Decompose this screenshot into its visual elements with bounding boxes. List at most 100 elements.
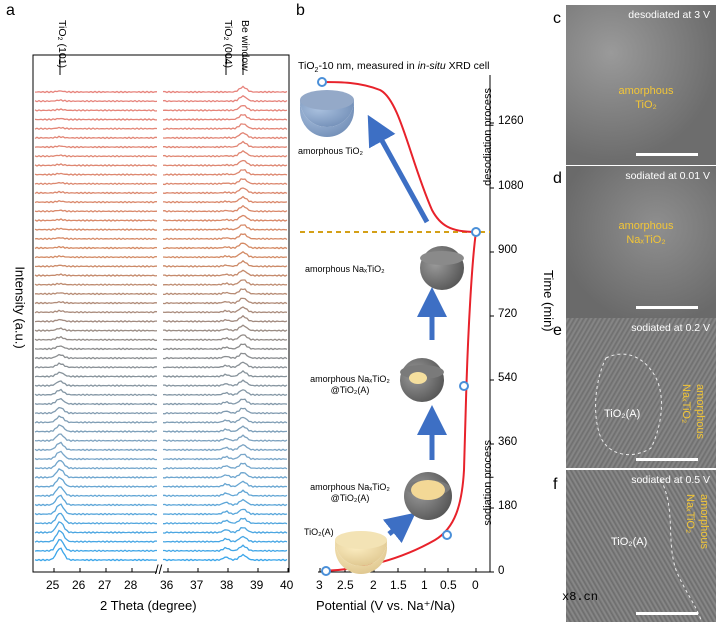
- panel-label-d: d: [553, 170, 562, 187]
- xrd-spectrum-line: [34, 314, 288, 323]
- xtick-38: 38: [220, 578, 234, 592]
- ytick-0: 0: [498, 565, 505, 577]
- xrd-spectrum-line: [34, 486, 288, 498]
- particle-anatase: [335, 531, 387, 574]
- process-arrows: [367, 114, 447, 544]
- arrow-up-3: [382, 512, 416, 544]
- ytick-720: 720: [498, 308, 518, 320]
- xrd-spectrum-line: [34, 538, 288, 553]
- xrd-spectrum-line: [34, 104, 288, 112]
- xtick-27: 27: [98, 578, 112, 592]
- b-xtick-1-5: 1.5: [390, 578, 407, 592]
- tem-image-e: sodiated at 0.2 V TiO₂(A) amorphous NaₓTi…: [566, 318, 716, 468]
- xtick-37: 37: [190, 578, 204, 592]
- b-xtick-3: 3: [316, 578, 323, 592]
- tem-texture-f: [566, 470, 716, 622]
- xrd-spectrum-line: [34, 159, 288, 167]
- xrd-spectrum-line: [34, 352, 288, 360]
- b-xtick-2-5: 2.5: [337, 578, 354, 592]
- xrd-spectrum-line: [35, 288, 288, 296]
- xrd-spectrum-line: [34, 547, 288, 562]
- phase-label-c: amorphous TiO₂: [618, 85, 674, 111]
- xtick-40: 40: [280, 578, 294, 592]
- peak-label-be-window: Be window: [239, 20, 251, 71]
- potential-time-curve: [321, 81, 478, 572]
- xrd-spectrum-line: [34, 494, 288, 507]
- panel-a-xlabel: 2 Theta (degree): [100, 598, 197, 613]
- xrd-spectrum-line: [34, 269, 288, 277]
- panel-label-a: a: [6, 2, 15, 19]
- ytick-1260: 1260: [498, 115, 524, 127]
- ytick-900: 900: [498, 244, 518, 256]
- xrd-spectrum-line: [34, 370, 288, 378]
- particle-amorphous-natio2: [420, 246, 464, 290]
- phase-white-f: TiO₂(A): [611, 536, 648, 548]
- peak-label-tio2-101: TiO₂ (101): [56, 20, 68, 69]
- xtick-26: 26: [72, 578, 86, 592]
- xrd-spectrum-line: [34, 468, 288, 479]
- xrd-spectrum-line: [34, 441, 288, 452]
- watermark: x8.cn: [562, 590, 599, 604]
- particle-core-shell-2: [404, 472, 452, 520]
- condition-e: sodiated at 0.2 V: [631, 322, 710, 334]
- panel-b-yticks: [490, 122, 494, 573]
- xrd-spectrum-line: [34, 123, 288, 131]
- xrd-spectrum-line: [34, 433, 288, 443]
- ytick-1080: 1080: [498, 180, 524, 192]
- panel-a-xrd-plot: [32, 54, 290, 575]
- xrd-spectrum-line: [34, 259, 288, 268]
- xrd-spectrum-line: [34, 204, 288, 213]
- xrd-spectrum-line: [34, 187, 288, 195]
- scale-bar-e: [636, 458, 698, 461]
- xrd-spectrum-line: [34, 149, 288, 158]
- panel-b-plot: [300, 75, 494, 576]
- condition-f: sodiated at 0.5 V: [631, 474, 710, 486]
- xrd-spectrum-line: [34, 233, 288, 241]
- panel-b-xtick-labels: 3 2.5 2 1.5 1 0.5 0: [0, 578, 500, 594]
- arrow-desodiation: [367, 114, 430, 224]
- xrd-spectrum-line: [34, 224, 288, 231]
- xrd-spectrum-line: [34, 94, 288, 103]
- xrd-spectrum-line: [34, 512, 288, 525]
- label-anatase: TiO₂(A): [304, 527, 334, 537]
- xrd-spectrum-line: [34, 140, 288, 149]
- xrd-spectrum-line: [34, 195, 288, 204]
- xrd-spectrum-line: [34, 450, 287, 461]
- xrd-spectrum-line: [34, 503, 288, 516]
- tem-image-c: desodiated at 3 V amorphous TiO₂: [566, 5, 716, 165]
- phase-label-e: amorphous NaₓTiO₂: [680, 384, 706, 440]
- marker-start: [321, 566, 331, 576]
- panel-label-f: f: [553, 476, 558, 493]
- scale-bar-d: [636, 306, 698, 309]
- xrd-spectrum-line: [34, 306, 288, 314]
- condition-d: sodiated at 0.01 V: [625, 170, 710, 182]
- xtick-39: 39: [250, 578, 264, 592]
- xrd-spectrum-line: [34, 388, 288, 397]
- xrd-spectrum-line: [34, 131, 288, 140]
- panel-a-spectra: [34, 85, 288, 562]
- peak-label-tio2-004: TiO₂ (004): [222, 20, 234, 69]
- panel-label-c: c: [553, 10, 561, 27]
- xrd-spectrum-line: [34, 250, 287, 259]
- xrd-spectrum-line: [34, 85, 288, 94]
- tem-image-f: sodiated at 0.5 V TiO₂(A) amorphous NaₓTi…: [566, 470, 716, 622]
- xrd-spectrum-line: [34, 406, 288, 415]
- panel-a-xtick-labels: 25 26 27 28 36 37 38 39 40: [0, 578, 300, 594]
- xrd-spectrum-line: [34, 476, 288, 488]
- ytick-540: 540: [498, 372, 518, 384]
- xtick-36: 36: [160, 578, 174, 592]
- panel-a-xticks: [53, 568, 289, 572]
- xrd-spectrum-line: [34, 521, 288, 534]
- tem-boundary-e: [595, 353, 662, 456]
- marker-02v: [459, 381, 469, 391]
- xrd-spectrum-line: [34, 334, 288, 342]
- xtick-28: 28: [124, 578, 138, 592]
- panel-label-e: e: [553, 322, 562, 339]
- phase-white-e: TiO₂(A): [604, 408, 641, 420]
- xrd-spectrum-line: [34, 424, 288, 433]
- xrd-spectrum-line: [34, 324, 288, 332]
- xrd-spectrum-line: [34, 214, 288, 222]
- panel-a-axis-break-gap: [157, 60, 163, 575]
- scale-bar-f: [636, 612, 698, 615]
- label-core-shell-2: amorphous NaₓTiO₂ @TiO₂(A): [310, 482, 390, 503]
